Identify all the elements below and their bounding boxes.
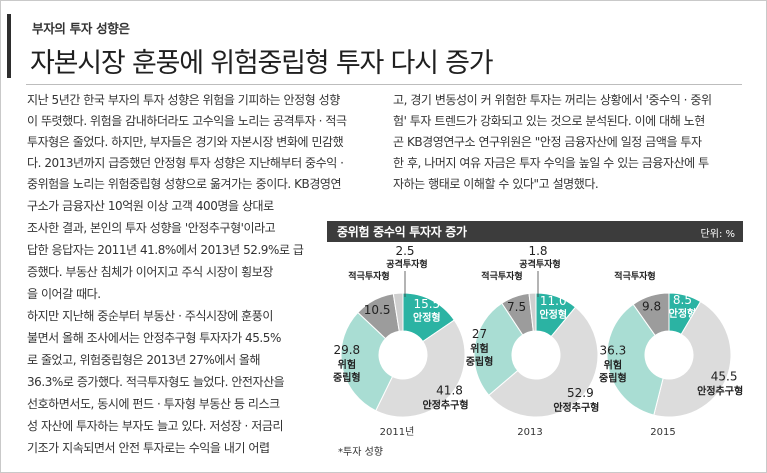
category-label: 적극투자형 [614,270,655,282]
body-line: 험' 투자 트렌드가 강화되고 있는 것으로 분석된다. 이에 대해 노현 [393,114,705,128]
category-label: 안정형 [413,311,441,324]
body-line: 구소가 금융자산 10억원 이상 고객 400명을 상대로 [27,199,274,213]
body-line: 선호하면서도, 동시에 펀드 · 투자형 부동산 등 리스크 [27,397,280,411]
category-label: 중립형 [466,355,494,368]
chart-footnote: *투자 성향 [338,447,383,458]
donut-slice [606,303,664,416]
donut-charts-svg: 15.5안정형41.8안정추구형29.8위험중립형10.5적극투자형2.5공격투… [333,244,743,438]
donut-slice [488,306,599,418]
body-line: 36.3%로 증가했다. 적극투자형도 늘었다. 안전자산을 [27,375,285,389]
data-label: 36.3 [599,343,626,357]
category-label: 위험 [338,358,356,371]
body-line: 성 자산에 투자하는 부자도 늘고 있다. 저성장 · 저금리 [27,419,284,433]
donut-chart-panel: 중위험 중수익 투자자 증가 단위: % 15.5 안정형 41.8 안정추구형 29.… [327,221,743,469]
body-line: 조사한 결과, 본인의 투자 성향을 '안정추구형'이라고 [27,221,276,235]
kicker: 부자의 투자 성향은 [32,21,130,36]
data-label: 41.8 [436,383,463,397]
data-label: 29.8 [333,343,360,357]
body-line: 투자형은 줄었다. 하지만, 부자들은 경기와 자본시장 변화에 민감했 [27,135,344,149]
category-label: 안정형 [539,308,567,321]
data-label: 2.5 [395,244,414,258]
chart-title: 중위험 중수익 투자자 증가 [337,225,467,239]
data-label: 15.5 [413,297,440,311]
body-line: 중위험을 노리는 위험중립형 성향으로 옮겨가는 중이다. KB경영연 [27,177,342,191]
category-label: 안정추구형 [697,384,743,397]
donut-slice [632,292,670,337]
year-label: 2015 [650,427,675,438]
year-label: 2011년 [380,426,415,438]
category-label: 위험 [604,358,622,371]
year-label: 2013 [517,427,542,438]
data-label: 1.8 [528,244,547,258]
data-label: 8.5 [673,293,692,307]
data-label: 45.5 [711,369,738,383]
category-label: 안정추구형 [423,398,469,411]
chart-unit: 단위: % [700,229,735,240]
category-label: 적극투자형 [481,270,522,282]
data-label: 52.9 [567,386,594,400]
headline-accent-bar [7,14,11,78]
donut-slice [340,311,394,412]
donut-slice [653,300,732,418]
body-line: 을 이어갈 때다. [27,287,101,301]
body-line: 증했다. 부동산 침체가 이어지고 주식 시장이 횡보장 [27,265,273,279]
body-line: 지난 5년간 한국 부자의 투자 성향은 위험을 기피하는 안정형 성향 [27,93,340,107]
category-label: 안정형 [669,307,697,320]
donut-slice [528,292,537,332]
category-label: 안정추구형 [553,401,599,414]
data-label: 10.5 [364,303,391,317]
body-line: 다. 2013년까지 급증했던 안정형 투자 성향은 지난해부터 중수익 · [27,156,344,170]
data-label: 27 [472,327,487,341]
body-line: 기조가 지속되면서 안전 투자로는 수익을 내기 어렵 [27,441,270,455]
category-label: 적극투자형 [348,270,389,282]
category-label: 공격투자형 [386,258,427,270]
body-line: 곤 KB경영연구소 연구위원은 "안정 금융자산에 일정 금액을 투자 [393,135,702,149]
category-label: 중립형 [333,371,361,384]
body-line: 이 뚜렷했다. 위험을 감내하더라도 고수익을 노리는 공격투자 · 적극 [27,114,347,128]
body-line: 고, 경기 변동성이 커 위험한 투자는 꺼리는 상황에서 '중수익 · 중위 [393,93,712,107]
category-label: 공격투자형 [519,258,560,270]
data-label: 9.8 [642,299,661,313]
category-label: 중립형 [599,371,627,384]
data-label: 7.5 [507,300,526,314]
donut-slice [375,319,466,418]
donut-slice [473,302,524,396]
body-line: 로 줄었고, 위험중립형은 2013년 27%에서 올해 [27,353,261,367]
body-line: 하지만 지난해 중순부터 부동산 · 주식시장에 훈풍이 [27,309,273,323]
body-line: 한 후, 나머지 여유 자금은 투자 수익을 높일 수 있는 금융자산에 투 [393,156,709,170]
donut-slice [392,292,404,332]
data-label: 11.0 [540,294,567,308]
body-line: 답한 응답자는 2011년 41.8%에서 2013년 52.9%로 급 [27,243,304,257]
body-line: 자하는 행태로 이해할 수 있다"고 설명했다. [393,177,599,191]
category-label: 위험 [470,342,488,355]
chart-title-bar: 중위험 중수익 투자자 증가 단위: % [327,221,743,242]
body-line: 불면서 올해 조사에서는 안정추구형 투자자가 45.5% [27,331,281,345]
headline-divider [26,84,742,85]
headline: 자본시장 훈풍에 위험중립형 투자 다시 증가 [30,48,494,79]
